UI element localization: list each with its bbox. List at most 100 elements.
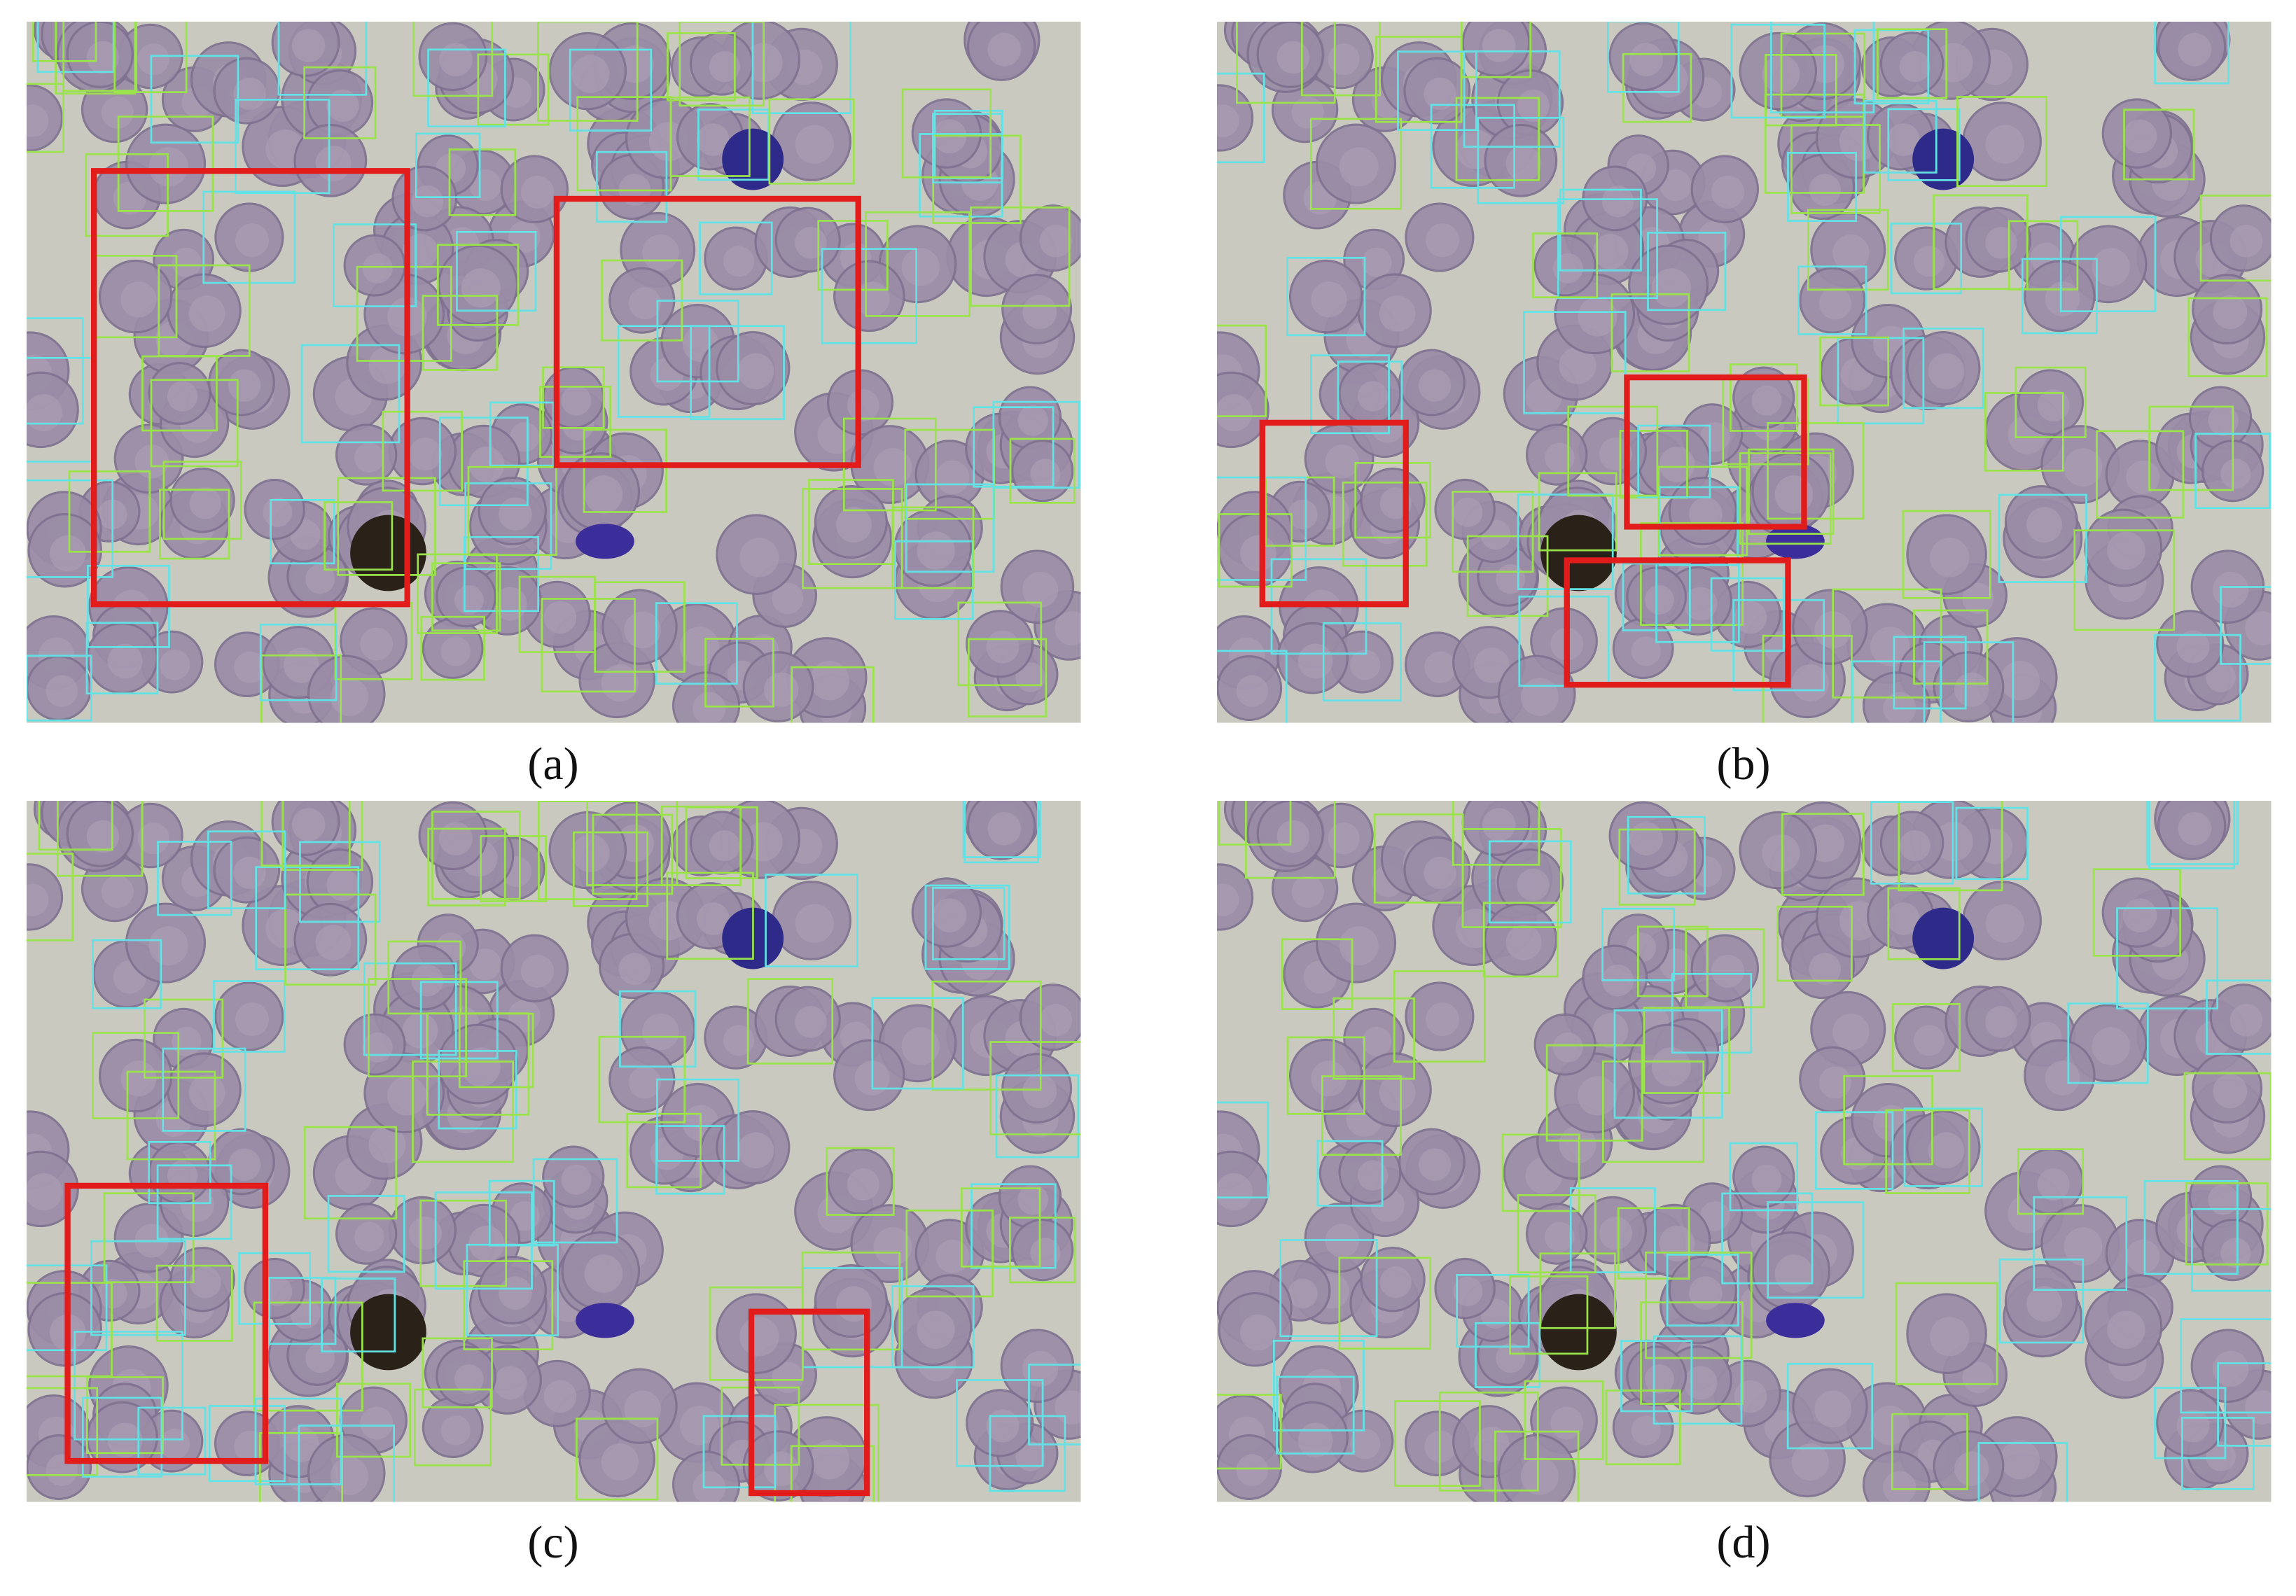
detection-box [989, 1041, 1081, 1135]
detection-box [2092, 868, 2182, 957]
cell-center [1592, 234, 1629, 270]
detection-box [826, 1147, 895, 1216]
detection-box [1610, 293, 1690, 372]
cell-center [1791, 1443, 1829, 1481]
detection-box [1797, 265, 1867, 335]
detection-box [1217, 72, 1265, 164]
detection-box [1977, 1442, 2068, 1502]
cell-center [1887, 902, 1920, 935]
cell-center [642, 234, 679, 272]
detection-box [1891, 1413, 1969, 1490]
highlight-box [1564, 557, 1791, 688]
detection-box [299, 841, 381, 923]
cell-center [1039, 1004, 1073, 1037]
cell-center [520, 954, 555, 988]
detection-box [1639, 522, 1744, 626]
cell-center [1517, 868, 1550, 902]
cell-center [1954, 1451, 1989, 1486]
cell-center [709, 830, 740, 862]
detection-box [1739, 452, 1832, 545]
cell-center [189, 487, 221, 519]
highlight-box [64, 1182, 269, 1464]
cell-center [188, 295, 225, 332]
cell-center [284, 648, 319, 683]
cell-center [1883, 692, 1916, 723]
cell-center [1552, 1032, 1583, 1063]
cell-center [1928, 1132, 1965, 1169]
cell-center [601, 1443, 639, 1481]
detection-box [1397, 50, 1477, 132]
cell-center [2122, 119, 2157, 154]
cell-center [520, 175, 555, 209]
cell-center [107, 643, 143, 679]
cell-center [2213, 295, 2248, 330]
cell-center [86, 41, 120, 74]
detection-box [970, 1183, 1057, 1269]
detection-box [300, 344, 401, 444]
detection-box [1787, 152, 1858, 222]
detection-box [155, 1264, 233, 1342]
cell-center [628, 287, 661, 320]
cell-center [315, 925, 352, 960]
detection-box [995, 1074, 1080, 1158]
cell-center [2176, 630, 2210, 664]
detection-box [162, 461, 242, 540]
detection-box [1671, 972, 1753, 1054]
detection-box [253, 1301, 363, 1412]
cell-center [362, 253, 393, 284]
cell-center [561, 1164, 592, 1195]
cell-center [1660, 948, 1692, 981]
cell-center [137, 822, 169, 855]
detection-box [619, 990, 697, 1068]
cell-center [1311, 1060, 1347, 1097]
cell-center [795, 904, 834, 943]
cell-center [571, 834, 610, 872]
cell-center [1418, 1148, 1452, 1181]
detection-box [1613, 1009, 1723, 1119]
cell-center [2037, 1168, 2070, 1201]
cell-center [624, 611, 662, 649]
detection-box [438, 1050, 517, 1130]
detection-box [448, 148, 517, 216]
cell-center [493, 587, 527, 621]
cell-center [27, 1173, 62, 1211]
detection-box [1276, 1376, 1355, 1455]
cell-center [440, 636, 471, 666]
cell-center [1362, 1026, 1392, 1057]
detection-box [1781, 813, 1865, 896]
cell-center [739, 538, 779, 578]
detection-box [1557, 198, 1658, 300]
detection-box [924, 884, 1010, 970]
detection-box [303, 1126, 398, 1220]
cell-center [2000, 661, 2040, 701]
cell-center [1651, 268, 1691, 308]
detection-box [144, 998, 224, 1079]
caption: (c) [527, 1517, 578, 1568]
cell-center [234, 651, 266, 683]
micrograph [1217, 801, 2271, 1502]
detection-box [721, 1386, 800, 1466]
debris [350, 514, 426, 592]
detection-box [150, 379, 239, 468]
cell-center [1482, 29, 1516, 62]
detection-box [1730, 363, 1798, 432]
cell-center [1644, 1364, 1674, 1394]
cell-center [1240, 1314, 1276, 1351]
detection-box [956, 1379, 1044, 1467]
detection-box [2017, 1148, 2085, 1215]
detection-box [2148, 801, 2236, 869]
cell-center [1236, 675, 1269, 707]
detection-box [85, 1376, 164, 1455]
cell-center [1424, 77, 1456, 111]
cell-center [1362, 247, 1392, 278]
cell-center [461, 268, 501, 308]
detection-box [27, 654, 92, 722]
detection-box [746, 978, 834, 1065]
cell-center [1055, 611, 1081, 646]
detection-box [1984, 392, 2064, 472]
detection-box [542, 366, 605, 429]
detection-box [157, 841, 232, 916]
cell-center [2092, 248, 2130, 286]
cell-center [354, 1222, 384, 1252]
